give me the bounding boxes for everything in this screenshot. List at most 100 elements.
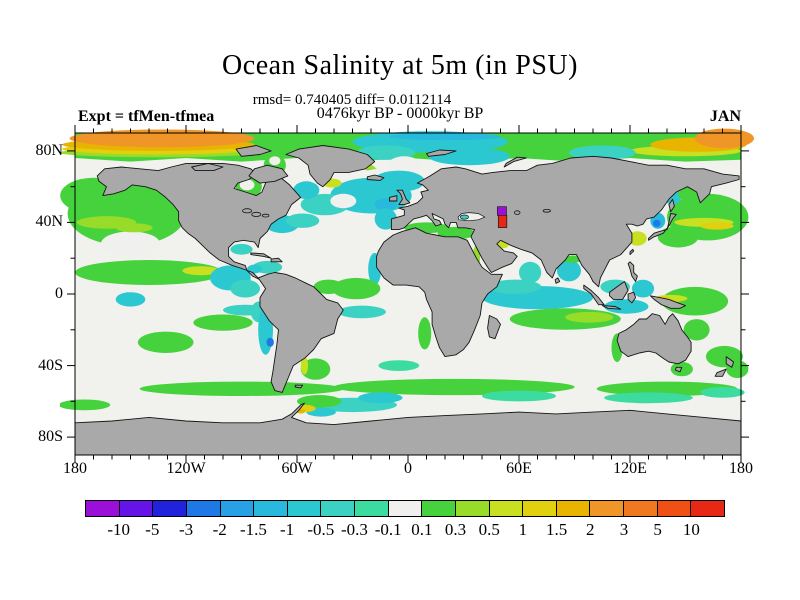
lake-outline xyxy=(542,209,551,213)
colorbar-segment xyxy=(321,501,355,516)
anomaly-patch xyxy=(604,392,693,404)
anomaly-patch xyxy=(657,226,699,248)
colorbar-segment xyxy=(455,501,490,516)
landmass-java xyxy=(601,305,622,310)
anomaly-patch xyxy=(266,337,274,347)
colorbar-segment xyxy=(489,501,524,516)
anomaly-patch xyxy=(356,145,416,160)
colorbar-segment xyxy=(86,501,120,516)
anomaly-patch xyxy=(182,266,220,276)
anomaly-patch xyxy=(293,181,320,200)
landmass-borneo xyxy=(609,281,629,300)
colorbar-level-label: -5 xyxy=(145,520,160,539)
landmass-iceland xyxy=(366,174,385,181)
anomaly-patch xyxy=(628,231,647,246)
x-axis-tick-label: 60E xyxy=(506,460,532,477)
landmass-victoria-island xyxy=(191,162,224,172)
landmass-svalbard xyxy=(426,149,457,157)
landmass-tasmania xyxy=(674,366,683,373)
colorbar-level-label: 5 xyxy=(653,520,662,539)
anomaly-patch xyxy=(230,243,253,255)
landmass-falkland-islands xyxy=(294,384,304,389)
colorbar-level-label: 3 xyxy=(619,520,629,539)
anomaly-patch xyxy=(557,260,581,282)
x-axis-tick-label: 120W xyxy=(166,460,206,477)
month-label: JAN xyxy=(709,108,741,125)
landmass-new-zealand-south xyxy=(714,368,727,377)
anomaly-patch xyxy=(337,305,386,319)
colorbar-segment xyxy=(523,501,557,516)
anomaly-patch xyxy=(300,356,309,375)
landmass-great-britain xyxy=(396,189,411,206)
lake-outline xyxy=(251,211,262,217)
anomaly-patch xyxy=(269,156,281,166)
y-axis-tick-label: 40N xyxy=(35,213,63,231)
period-annotation: 0476kyr BP - 0000kyr BP xyxy=(316,105,484,122)
landmass-sri-lanka xyxy=(554,277,561,284)
anomaly-patch xyxy=(489,279,542,294)
anomaly-patch xyxy=(389,133,501,141)
anomaly-patch xyxy=(115,292,146,307)
colorbar-segment xyxy=(287,501,322,516)
colorbar-level-label: -0.1 xyxy=(374,520,402,539)
colorbar-level-label: 1 xyxy=(518,520,528,539)
anomaly-patch xyxy=(313,279,344,294)
anomaly-patch xyxy=(437,226,475,240)
colorbar-segment xyxy=(119,501,154,516)
colorbar-segment xyxy=(355,501,389,516)
anomaly-patch xyxy=(300,358,331,380)
axis-ticks xyxy=(67,125,749,463)
x-axis-tick-label: 180 xyxy=(63,460,87,477)
colorbar-segment xyxy=(388,501,423,516)
experiment-label: Expt = tfMen-tfmea xyxy=(78,108,215,125)
landmass-sumatra xyxy=(583,284,605,306)
landmass-cuba xyxy=(250,252,272,259)
landmass-madagascar xyxy=(487,315,501,340)
landmass-baffin-island xyxy=(248,164,289,184)
world-map xyxy=(60,125,755,463)
colorbar-level-label: 0.5 xyxy=(478,520,500,539)
anomaly-patch xyxy=(297,395,342,408)
anomaly-patch xyxy=(193,314,253,331)
colorbar-segment xyxy=(624,501,658,516)
anomaly-patch xyxy=(497,214,508,228)
colorbar-segment xyxy=(422,501,456,516)
continents xyxy=(74,145,742,456)
x-axis-tick-label: 0 xyxy=(404,460,412,477)
landmass-ireland xyxy=(389,195,398,202)
anomaly-patch xyxy=(358,392,403,404)
inland-seas xyxy=(457,206,508,228)
anomaly-patch xyxy=(69,129,255,148)
colorbar-segment xyxy=(657,501,692,516)
anomaly-patch xyxy=(670,361,693,377)
anomaly-patch xyxy=(497,206,507,216)
landmass-south-america xyxy=(257,272,344,393)
lake-outline xyxy=(242,208,253,214)
anomaly-patch xyxy=(332,277,381,300)
landmass-ellesmere-island xyxy=(235,145,272,157)
x-axis-tick-label: 60W xyxy=(281,460,313,477)
colorbar-level-label: 10 xyxy=(682,520,700,539)
lake-outline xyxy=(514,210,521,215)
landmass-taiwan xyxy=(629,248,635,256)
anomaly-patch xyxy=(137,331,194,353)
plot-title: Ocean Salinity at 5m (in PSU) xyxy=(222,50,578,81)
colorbar-segment xyxy=(254,501,288,516)
colorbar-level-label: 2 xyxy=(586,520,595,539)
anomaly-patch xyxy=(60,399,111,411)
anomaly-patch xyxy=(75,260,223,285)
anomaly-patch xyxy=(631,279,655,298)
rmsd-diff-annotation: rmsd= 0.740405 diff= 0.0112114 xyxy=(252,92,452,108)
anomaly-patch xyxy=(230,279,260,298)
anomaly-patch xyxy=(653,219,661,227)
landmass-eurasia xyxy=(390,155,740,288)
anomaly-patch xyxy=(239,179,255,191)
landmass-new-guinea xyxy=(649,295,686,309)
y-axis-tick-label: 80S xyxy=(38,428,63,446)
colorbar-level-label: -1.5 xyxy=(239,520,267,539)
colorbar-level-label: -3 xyxy=(178,520,194,539)
anomaly-patch xyxy=(115,223,153,233)
anomaly-patch xyxy=(700,387,745,398)
landmass-philippines xyxy=(627,261,638,282)
